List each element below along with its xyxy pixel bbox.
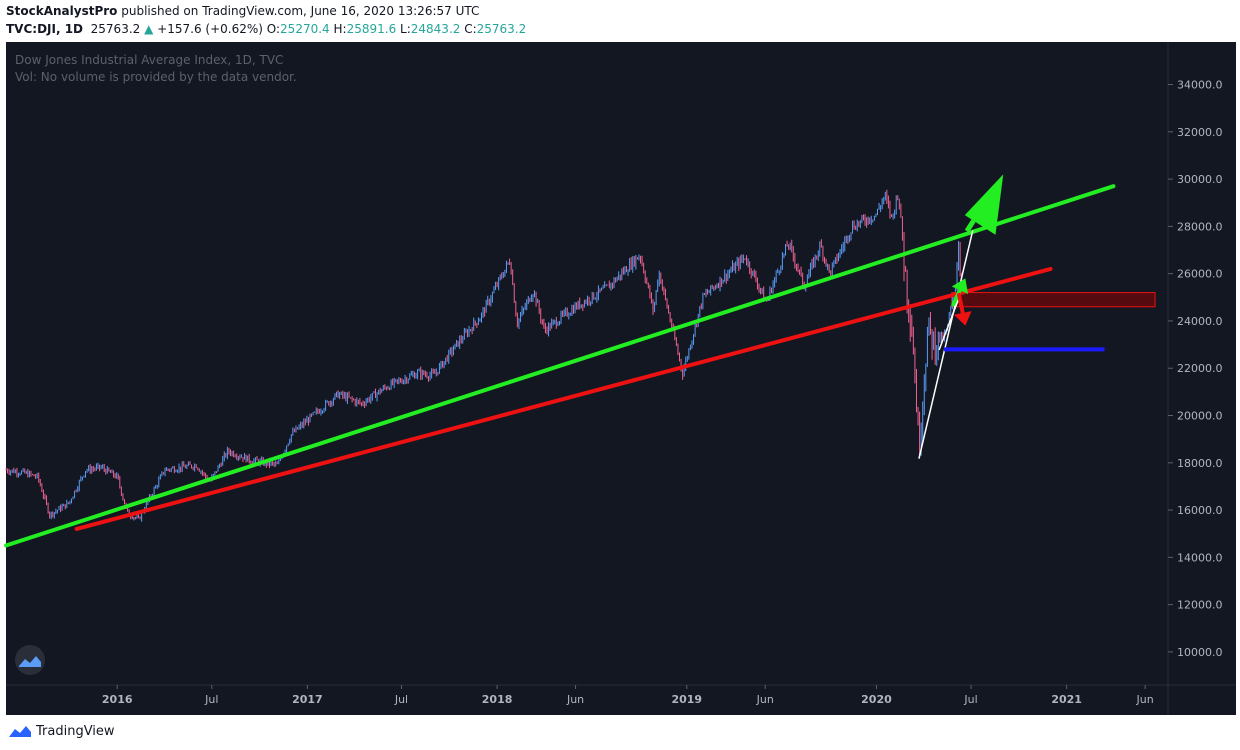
time-tick-label-1: Jul bbox=[204, 693, 218, 706]
low-label: L: bbox=[400, 22, 411, 36]
price-tick-label-9: 16000.0 bbox=[1177, 504, 1223, 517]
time-tick-label-7: Jun bbox=[756, 693, 774, 706]
time-tick-label-0: 2016 bbox=[102, 693, 133, 706]
time-tick-label-9: Jul bbox=[963, 693, 977, 706]
publish-info: StockAnalystPro published on TradingView… bbox=[6, 4, 479, 18]
arrow-1[interactable] bbox=[951, 278, 969, 307]
time-tick-label-8: 2020 bbox=[861, 693, 892, 706]
price-tick-label-8: 18000.0 bbox=[1177, 457, 1223, 470]
price-tick-label-12: 10000.0 bbox=[1177, 646, 1223, 659]
trend-line-1[interactable] bbox=[74, 266, 1053, 531]
price-candles[interactable] bbox=[5, 189, 964, 522]
change-value: +157.6 (+0.62%) bbox=[157, 22, 263, 36]
time-tick-label-10: 2021 bbox=[1051, 693, 1082, 706]
drawing-zones bbox=[951, 292, 1156, 308]
time-tick-label-2: 2017 bbox=[292, 693, 323, 706]
time-tick-label-6: 2019 bbox=[671, 693, 702, 706]
price-tick-label-1: 32000.0 bbox=[1177, 126, 1223, 139]
time-tick-label-11: Jun bbox=[1136, 693, 1154, 706]
price-tick-label-10: 14000.0 bbox=[1177, 551, 1223, 564]
footer-brand-label: TradingView bbox=[36, 723, 115, 739]
trend-line-0[interactable] bbox=[4, 184, 1116, 548]
price-tick-label-6: 22000.0 bbox=[1177, 362, 1223, 375]
close-value: 25763.2 bbox=[476, 22, 527, 36]
author-name[interactable]: StockAnalystPro bbox=[6, 4, 118, 18]
price-tick-label-0: 34000.0 bbox=[1177, 79, 1223, 92]
high-label: H: bbox=[333, 22, 347, 36]
price-axis[interactable]: 34000.0 32000.0 30000.0 28000.0 26000.0 24000… bbox=[1168, 79, 1223, 659]
legend-volume-note: Vol: No volume is provided by the data v… bbox=[15, 70, 297, 84]
price-tick-label-11: 12000.0 bbox=[1177, 599, 1223, 612]
last-price: 25763.2 bbox=[90, 22, 141, 36]
publish-text: published on TradingView.com, June 16, 2… bbox=[121, 4, 480, 18]
time-tick-label-5: Jun bbox=[566, 693, 584, 706]
chart-background bbox=[6, 42, 1236, 715]
arrow-0[interactable] bbox=[964, 174, 1004, 235]
time-tick-label-4: 2018 bbox=[482, 693, 513, 706]
price-tick-label-3: 28000.0 bbox=[1177, 220, 1223, 233]
up-triangle-icon: ▲ bbox=[144, 22, 154, 36]
drawing-lines bbox=[4, 184, 1116, 548]
tradingview-brand-icon bbox=[9, 726, 31, 737]
legend-title: Dow Jones Industrial Average Index, 1D, … bbox=[15, 53, 283, 67]
drawing-arrows bbox=[951, 174, 1004, 326]
open-value: 25270.4 bbox=[280, 22, 330, 36]
close-label: C: bbox=[464, 22, 477, 36]
price-tick-label-4: 26000.0 bbox=[1177, 268, 1223, 281]
resistance-zone-0[interactable] bbox=[951, 292, 1156, 308]
price-tick-label-2: 30000.0 bbox=[1177, 173, 1223, 186]
ohlc-line: TVC:DJI, 1D 25763.2 ▲ +157.6 (+0.62%) O:… bbox=[6, 22, 526, 36]
time-tick-label-3: Jul bbox=[394, 693, 408, 706]
price-tick-label-5: 24000.0 bbox=[1177, 315, 1223, 328]
trend-line-3[interactable] bbox=[938, 294, 961, 351]
arrow-2[interactable] bbox=[953, 292, 972, 326]
footer-brand[interactable]: TradingView bbox=[8, 723, 115, 739]
low-value: 24843.2 bbox=[410, 22, 461, 36]
tradingview-logo-icon[interactable] bbox=[15, 645, 45, 675]
price-tick-label-7: 20000.0 bbox=[1177, 410, 1223, 423]
open-label: O: bbox=[266, 22, 281, 36]
time-axis[interactable]: 2016 Jul 2017 Jul 2018 Jun 2019 Jun 2020 Jul 2021 J… bbox=[102, 685, 1154, 706]
symbol-label: TVC:DJI, 1D bbox=[6, 22, 84, 36]
trend-line-2[interactable] bbox=[918, 230, 974, 459]
high-value: 25891.6 bbox=[346, 22, 397, 36]
